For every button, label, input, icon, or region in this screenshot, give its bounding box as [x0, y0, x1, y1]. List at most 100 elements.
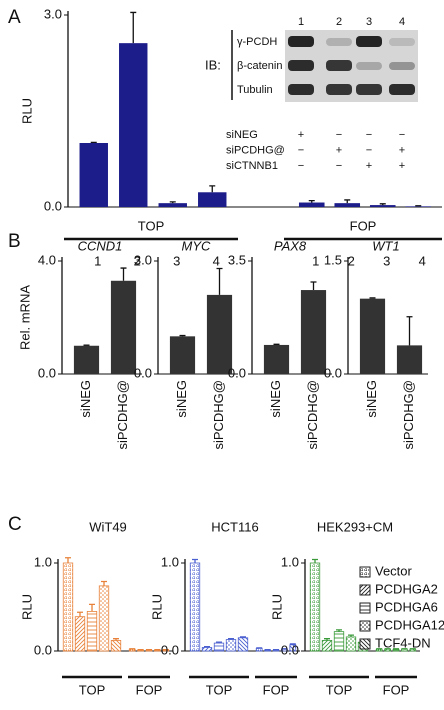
bar: [158, 203, 187, 207]
x-tick-label: siPCDHG@: [211, 380, 226, 450]
treatment-mark: +: [298, 129, 304, 141]
chart-title: CCND1: [78, 238, 123, 253]
legend-label: PCDHGA12: [375, 617, 444, 632]
error-bar: [310, 281, 317, 291]
x-tick-label: 1: [312, 253, 319, 268]
chart-title: HEK293+CM: [317, 519, 393, 534]
treatment-mark: −: [336, 160, 342, 172]
bar: [213, 642, 225, 652]
blot-bands: [288, 36, 415, 95]
bar: [110, 280, 137, 374]
bar: [169, 336, 196, 374]
bar: [369, 205, 396, 207]
treatment-mark: −: [298, 160, 304, 172]
bar: [98, 585, 110, 652]
error-bar: [369, 297, 376, 299]
error-bar: [324, 638, 330, 641]
chart-title: PAX8: [274, 238, 307, 253]
bar: [62, 562, 74, 652]
bar: [309, 562, 321, 652]
error-bar: [89, 603, 95, 612]
error-bar: [130, 11, 137, 44]
error-bar: [228, 638, 234, 640]
bar: [396, 345, 423, 374]
y-tick-label: 3.5: [228, 252, 246, 267]
error-bar: [240, 636, 246, 638]
error-bar: [406, 316, 413, 346]
legend-swatch: [359, 584, 371, 596]
bar: [201, 647, 213, 652]
x-tick-label: siPCDHG@: [401, 380, 416, 450]
bar: [74, 616, 86, 652]
x-tick-label: 3: [173, 253, 180, 268]
legend-label: PCDHGA6: [375, 599, 438, 614]
y-tick-label: 3.0: [44, 6, 62, 21]
treatment-mark: +: [399, 144, 405, 156]
treatment-mark: −: [399, 129, 405, 141]
treatment-mark: +: [336, 144, 342, 156]
x-tick-label: siPCDHG@: [115, 380, 130, 450]
y-tick-label: 1.0: [34, 554, 52, 569]
y-axis-label: Rel. mRNA: [17, 285, 32, 350]
y-tick-label: 4.0: [38, 252, 56, 267]
x-tick-label: TOP: [326, 682, 353, 697]
bar: [225, 639, 237, 652]
bar: [206, 294, 233, 374]
error-bar: [344, 199, 351, 204]
y-axis-label: RLU: [269, 594, 284, 620]
group-label: FOP: [350, 218, 377, 233]
x-tick-label: FOP: [263, 682, 290, 697]
error-bar: [179, 334, 186, 337]
legend-swatch: [359, 638, 371, 650]
error-bar: [113, 638, 119, 641]
panel-label: B: [8, 231, 21, 252]
x-tick-label: FOP: [383, 682, 410, 697]
bar: [79, 143, 108, 207]
x-tick-label: siNEG: [364, 380, 379, 418]
bar: [321, 640, 333, 652]
bar: [300, 290, 327, 374]
error-bar: [308, 199, 315, 203]
x-tick-label: FOP: [136, 682, 163, 697]
y-tick-label: 0.0: [34, 642, 52, 657]
x-tick-label: TOP: [79, 682, 106, 697]
x-tick-label: TOP: [206, 682, 233, 697]
x-tick-label: 2: [134, 253, 141, 268]
chart-title: WT1: [372, 238, 399, 253]
bar: [128, 648, 136, 652]
bar: [333, 631, 345, 652]
x-tick-label: siNEG: [174, 380, 189, 418]
blot-label: Tubulin: [237, 84, 273, 96]
ib-label: IB:: [205, 57, 221, 72]
bar: [334, 203, 361, 207]
y-tick-label: 0.0: [281, 642, 299, 657]
error-bar: [273, 343, 280, 345]
y-tick-label: 0.0: [161, 642, 179, 657]
bar: [189, 562, 201, 652]
legend-swatch: [359, 620, 371, 632]
error-bar: [101, 580, 107, 586]
treatment-label: siPCDHG@: [226, 144, 285, 156]
lane-label: 3: [366, 16, 372, 28]
bar: [110, 640, 122, 652]
x-tick-label: siNEG: [268, 380, 283, 418]
error-bar: [204, 645, 210, 648]
y-axis-label: RLU: [149, 594, 164, 620]
y-tick-label: 1.0: [281, 554, 299, 569]
x-tick-label: 2: [348, 253, 355, 268]
error-bar: [379, 203, 386, 206]
y-tick-label: 0.0: [228, 365, 246, 380]
bar: [298, 202, 325, 207]
lane-label: 1: [298, 16, 304, 28]
x-tick-label: 1: [94, 253, 101, 268]
y-tick-label: 1.5: [324, 252, 342, 267]
treatment-mark: −: [298, 144, 304, 156]
y-tick-label: 0.0: [324, 365, 342, 380]
error-bar: [169, 201, 176, 204]
y-axis-label: RLU: [19, 594, 34, 620]
treatment-mark: +: [366, 160, 372, 172]
error-bar: [90, 141, 97, 144]
x-tick-label: 4: [419, 253, 426, 268]
treatment-mark: −: [366, 144, 372, 156]
